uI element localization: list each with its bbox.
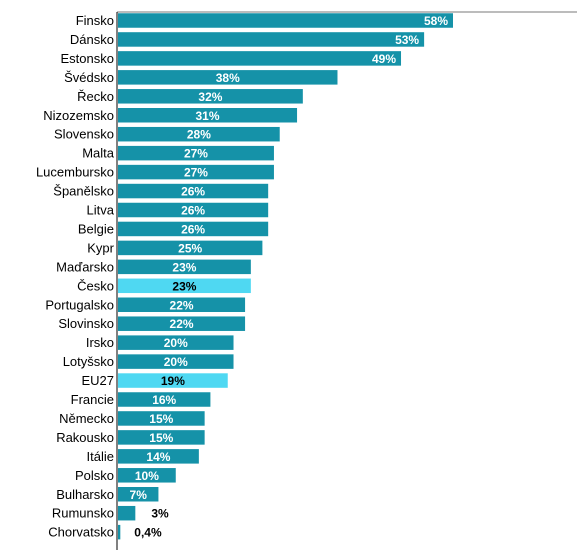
- bar-italie: [118, 449, 199, 464]
- bar-malta: [118, 145, 274, 161]
- category-label-malta: Malta: [82, 146, 115, 161]
- value-label-madarsko: 23%: [172, 260, 196, 274]
- value-label-slovensko: 28%: [187, 128, 211, 142]
- bar-slovensko: [118, 126, 280, 142]
- category-label-slovinsko: Slovinsko: [58, 316, 114, 331]
- category-label-irsko: Irsko: [86, 335, 114, 350]
- bar-estonsko: [118, 51, 402, 66]
- value-label-chorvatsko: 0,4%: [134, 526, 162, 540]
- category-label-portugalsko: Portugalsko: [45, 297, 114, 312]
- bar-cesko: [118, 278, 251, 294]
- category-label-lucembursko: Lucembursko: [36, 165, 114, 180]
- category-label-finsko: Finsko: [76, 13, 114, 28]
- value-label-irsko: 20%: [164, 336, 188, 350]
- bar-svedsko: [118, 70, 338, 85]
- value-label-malta: 27%: [184, 147, 208, 161]
- bar-irsko: [118, 335, 234, 350]
- category-label-belgie: Belgie: [78, 221, 114, 236]
- bar-francie: [118, 392, 211, 407]
- value-label-litva: 26%: [181, 204, 205, 218]
- bar-portugalsko: [118, 297, 246, 312]
- value-label-rakousko: 15%: [149, 431, 173, 445]
- category-label-svedsko: Švédsko: [64, 70, 114, 85]
- value-label-eu27: 19%: [161, 374, 185, 388]
- category-label-italie: Itálie: [87, 449, 114, 464]
- value-label-spanelsko: 26%: [181, 185, 205, 199]
- category-label-chorvatsko: Chorvatsko: [48, 525, 114, 540]
- value-label-francie: 16%: [152, 393, 176, 407]
- category-label-estonsko: Estonsko: [61, 51, 114, 66]
- value-label-italie: 14%: [146, 450, 170, 464]
- bar-bulharsko: [118, 487, 159, 502]
- bar-litva: [118, 202, 269, 218]
- value-label-recko: 32%: [198, 90, 222, 104]
- bar-finsko: [118, 13, 453, 28]
- bars-group: Finsko 58% Dánsko 53% Estonsko 49% Švédsko 38% Ř…: [36, 13, 453, 540]
- bar-lotyssko: [118, 354, 234, 369]
- category-label-polsko: Polsko: [75, 468, 114, 483]
- category-label-spanelsko: Španělsko: [53, 184, 114, 199]
- value-label-bulharsko: 7%: [130, 488, 148, 502]
- category-label-bulharsko: Bulharsko: [56, 487, 114, 502]
- value-label-dansko: 53%: [395, 33, 419, 47]
- category-label-madarsko: Maďarsko: [56, 259, 114, 274]
- value-label-portugalsko: 22%: [170, 298, 194, 312]
- category-label-recko: Řecko: [77, 89, 114, 104]
- bar-recko: [118, 89, 303, 104]
- value-label-finsko: 58%: [424, 14, 448, 28]
- category-label-nizozemsko: Nizozemsko: [43, 108, 114, 123]
- bar-nizozemsko: [118, 108, 298, 123]
- category-label-litva: Litva: [87, 203, 115, 218]
- value-label-polsko: 10%: [135, 469, 159, 483]
- category-label-slovensko: Slovensko: [54, 127, 114, 142]
- bar-madarsko: [118, 259, 251, 275]
- category-label-nemecko: Německo: [59, 411, 114, 426]
- bar-spanelsko: [118, 183, 269, 199]
- category-label-francie: Francie: [71, 392, 114, 407]
- category-label-rumunsko: Rumunsko: [52, 506, 114, 521]
- value-label-nizozemsko: 31%: [196, 109, 220, 123]
- bar-polsko: [118, 468, 176, 483]
- bar-eu27: [118, 373, 228, 388]
- value-label-belgie: 26%: [181, 222, 205, 236]
- value-label-lucembursko: 27%: [184, 166, 208, 180]
- value-label-estonsko: 49%: [372, 52, 396, 66]
- bar-rakousko: [118, 430, 205, 445]
- category-label-dansko: Dánsko: [70, 32, 114, 47]
- value-label-rumunsko: 3%: [151, 507, 169, 521]
- value-label-slovinsko: 22%: [170, 317, 194, 331]
- category-label-kypr: Kypr: [87, 240, 114, 255]
- bar-slovinsko: [118, 316, 246, 331]
- value-label-svedsko: 38%: [216, 71, 240, 85]
- bar-nemecko: [118, 411, 205, 426]
- bar-chorvatsko: [118, 524, 121, 540]
- category-label-lotyssko: Lotyšsko: [63, 354, 114, 369]
- bar-belgie: [118, 221, 269, 237]
- value-label-lotyssko: 20%: [164, 355, 188, 369]
- category-label-cesko: Česko: [77, 278, 114, 293]
- category-label-rakousko: Rakousko: [56, 430, 114, 445]
- bar-lucembursko: [118, 164, 274, 180]
- value-label-cesko: 23%: [172, 279, 196, 293]
- category-label-eu27: EU27: [81, 373, 114, 388]
- value-label-nemecko: 15%: [149, 412, 173, 426]
- bar-kypr: [118, 240, 263, 256]
- bar-rumunsko: [118, 505, 136, 521]
- bar-dansko: [118, 32, 425, 47]
- value-label-kypr: 25%: [178, 241, 202, 255]
